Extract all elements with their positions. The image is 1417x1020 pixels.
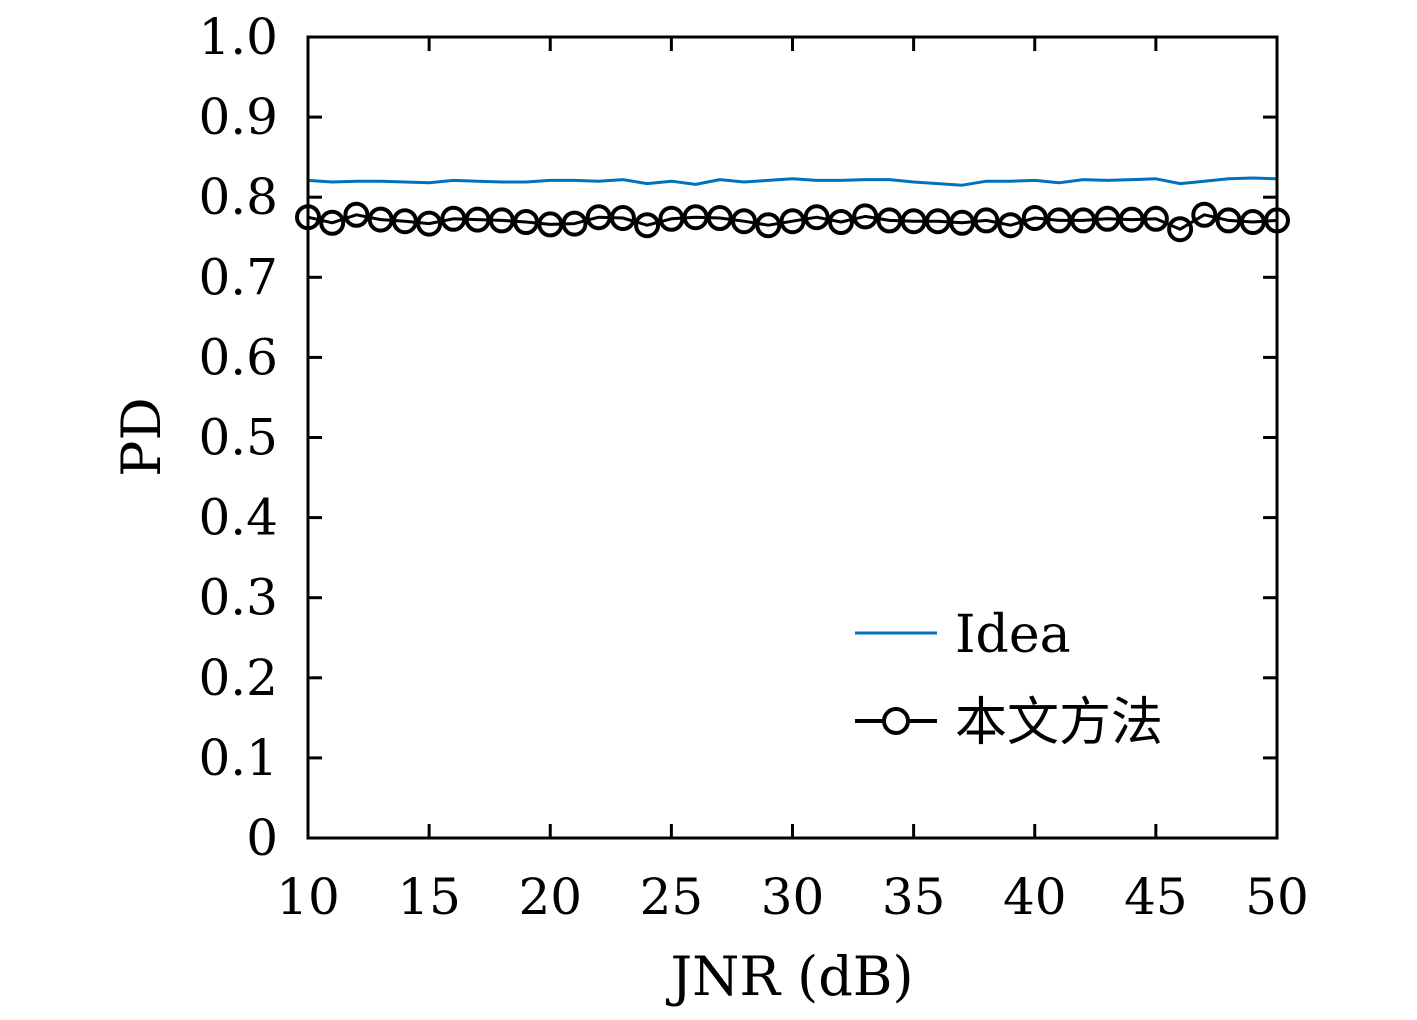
data-point-proposed-method [924, 208, 951, 235]
data-point-proposed-method [949, 209, 976, 236]
x-tick-label: 30 [761, 868, 825, 926]
y-tick-label: 0 [246, 809, 278, 867]
data-point-proposed-method [876, 207, 903, 234]
data-point-proposed-method [416, 210, 443, 237]
y-tick-label: 0.8 [198, 168, 278, 226]
data-point-proposed-method [609, 205, 636, 231]
data-point-proposed-method [1094, 205, 1121, 232]
data-point-proposed-method [706, 205, 733, 231]
data-point-proposed-method [513, 209, 539, 235]
y-tick-label: 1.0 [198, 8, 278, 66]
legend-label-proposed-method: 本文方法 [955, 693, 1163, 753]
data-point-proposed-method [585, 204, 612, 231]
x-tick-label: 10 [276, 868, 340, 926]
series-line-idea [307, 176, 1278, 187]
data-point-proposed-method [658, 205, 685, 232]
data-point-proposed-method [852, 203, 879, 230]
data-point-proposed-method [1191, 201, 1218, 228]
legend-label-idea: Idea [955, 605, 1071, 665]
tick-layer: 0 0.1 0.2 0.3 0.4 0.5 0.6 0.7 0.8 0.9 1.0 10 15 20 25 3… [198, 8, 1308, 926]
data-point-proposed-method [1070, 207, 1097, 234]
data-point-proposed-method [682, 204, 709, 231]
data-point-proposed-method [367, 206, 394, 233]
x-tick-label: 20 [518, 868, 582, 926]
legend: Idea 本文方法 [855, 605, 1163, 753]
data-point-proposed-method [1215, 207, 1242, 234]
y-tick-label: 0.7 [198, 248, 278, 306]
data-point-proposed-method [561, 210, 588, 237]
y-tick-label: 0.3 [198, 569, 278, 627]
x-tick-label: 40 [1003, 868, 1067, 926]
data-point-proposed-method [634, 212, 661, 239]
data-point-proposed-method [803, 204, 830, 231]
y-tick-label: 0.1 [198, 729, 278, 787]
legend-marker-proposed-method [882, 707, 910, 735]
y-tick-label: 0.2 [198, 649, 278, 707]
y-tick-label: 0.4 [198, 489, 278, 547]
data-point-proposed-method [1167, 216, 1194, 243]
data-point-proposed-method [973, 207, 1000, 234]
data-point-proposed-method [1142, 205, 1169, 232]
data-point-proposed-method [440, 205, 467, 232]
data-point-proposed-method [319, 209, 346, 236]
x-tick-label: 25 [640, 868, 704, 926]
y-tick-label: 0.5 [198, 409, 278, 467]
data-point-proposed-method [1046, 207, 1072, 234]
data-point-proposed-method [1118, 206, 1145, 233]
x-tick-label: 35 [882, 868, 946, 926]
data-point-proposed-method [464, 206, 491, 233]
data-point-proposed-method [997, 212, 1024, 239]
x-axis-title: JNR (dB) [665, 945, 913, 1008]
plot-layer [295, 176, 1290, 243]
data-point-proposed-method [488, 207, 515, 234]
data-point-proposed-method [391, 208, 418, 235]
data-point-proposed-method [1021, 205, 1048, 231]
y-tick-label: 0.9 [198, 88, 278, 146]
data-point-proposed-method [343, 201, 370, 228]
y-tick-label: 0.6 [198, 328, 278, 386]
x-tick-label: 50 [1245, 868, 1309, 926]
data-point-proposed-method [755, 212, 782, 239]
series-line-proposed-method [307, 213, 1278, 231]
data-point-proposed-method [828, 209, 854, 235]
x-tick-label: 45 [1124, 868, 1188, 926]
y-axis-title: PD [110, 397, 173, 477]
data-point-proposed-method [779, 208, 806, 235]
x-tick-label: 15 [397, 868, 461, 926]
data-point-proposed-method [900, 208, 927, 235]
data-point-proposed-method [731, 208, 757, 235]
data-point-proposed-method [537, 211, 564, 238]
data-point-proposed-method [1239, 209, 1266, 235]
